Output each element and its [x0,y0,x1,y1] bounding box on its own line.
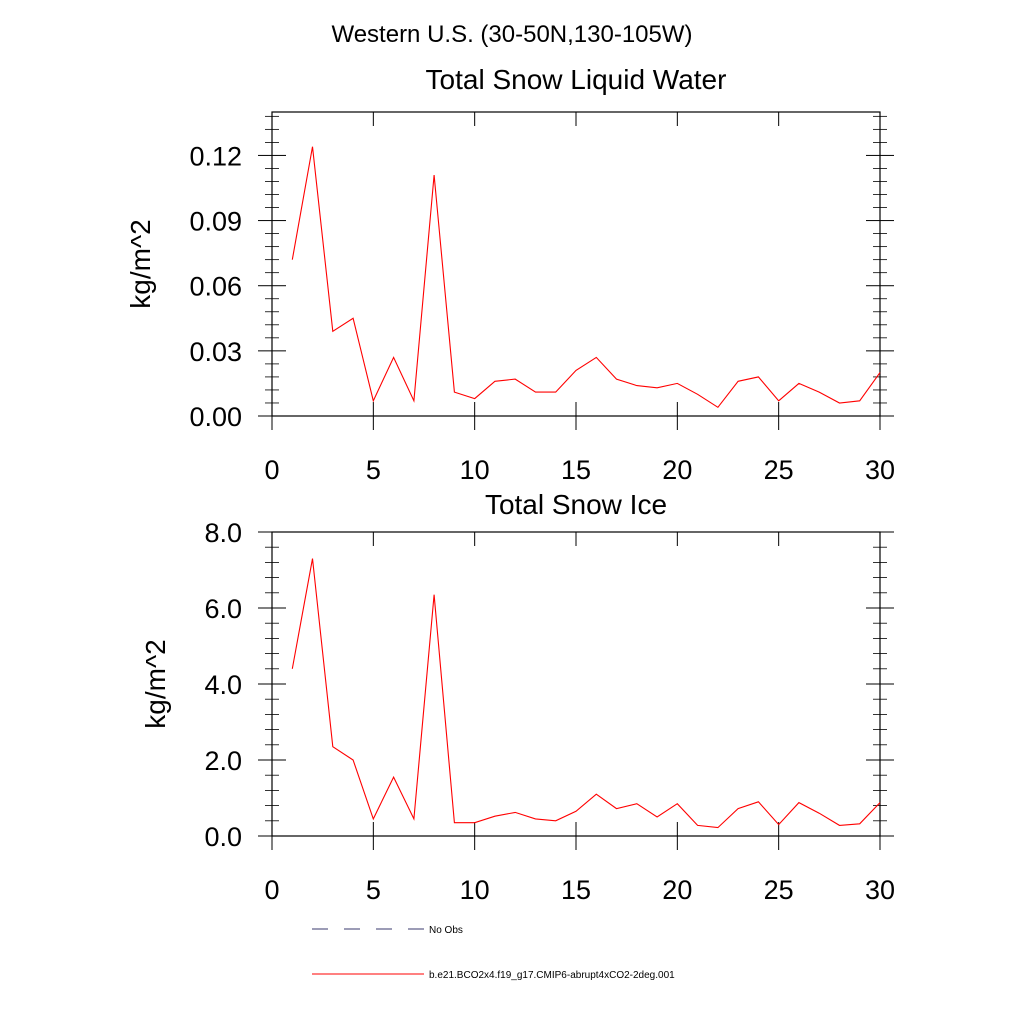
x-tick-label: 10 [460,455,490,485]
panel-snow-ice: Total Snow Ice 0 5 10 15 20 25 30 0.0 2.0 4.0 6.0 8… [140,489,895,905]
x-tick-label: 30 [865,455,895,485]
x-tick-label: 15 [561,455,591,485]
y-tick-label: 8.0 [204,518,242,548]
x-tick-label: 25 [764,875,794,905]
x-tick-label: 5 [366,875,381,905]
legend-label: No Obs [429,925,463,936]
y-tick-label: 0.06 [189,272,242,302]
x-tick-label: 10 [460,875,490,905]
axis-ticks [258,112,894,430]
y-tick-label: 0.09 [189,207,242,237]
y-tick-label: 6.0 [204,594,242,624]
series-group [291,146,881,409]
legend-label: b.e21.BCO2x4.f19_g17.CMIP6-abrupt4xCO2-2… [429,970,675,981]
y-tick-label: 0.00 [189,402,242,432]
axis-tick-labels: 0 5 10 15 20 25 30 0.0 2.0 4.0 6.0 8.0 [204,518,895,905]
x-tick-label: 0 [264,875,279,905]
panel-title: Total Snow Ice [485,489,667,520]
y-tick-label: 0.03 [189,337,242,367]
axis-tick-labels: 0 5 10 15 20 25 30 0.00 0.03 0.06 0.09 0.12 [189,141,895,485]
figure-suptitle: Western U.S. (30-50N,130-105W) [331,21,692,48]
y-tick-label: 4.0 [204,670,242,700]
x-tick-label: 20 [662,875,692,905]
panel-snow-liquid-water: Total Snow Liquid Water 0 5 10 15 20 25 30 0.00… [125,64,895,485]
x-tick-label: 5 [366,455,381,485]
x-tick-label: 20 [662,455,692,485]
legend: No Obs b.e21.BCO2x4.f19_g17.CMIP6-abrupt… [312,925,675,981]
x-tick-label: 0 [264,455,279,485]
y-tick-label: 0.0 [204,822,242,852]
x-tick-label: 30 [865,875,895,905]
panel-title: Total Snow Liquid Water [426,64,727,95]
series-group [291,558,881,829]
x-tick-label: 15 [561,875,591,905]
legend-item-no-obs: No Obs [312,925,463,936]
series-line [291,146,881,409]
y-tick-label: 0.12 [189,141,242,171]
legend-item-model-run: b.e21.BCO2x4.f19_g17.CMIP6-abrupt4xCO2-2… [312,970,675,981]
y-tick-label: 2.0 [204,746,242,776]
y-axis-label: kg/m^2 [140,639,171,728]
y-axis-label: kg/m^2 [125,219,156,308]
x-tick-label: 25 [764,455,794,485]
series-line [291,558,881,829]
axis-ticks [258,531,894,850]
